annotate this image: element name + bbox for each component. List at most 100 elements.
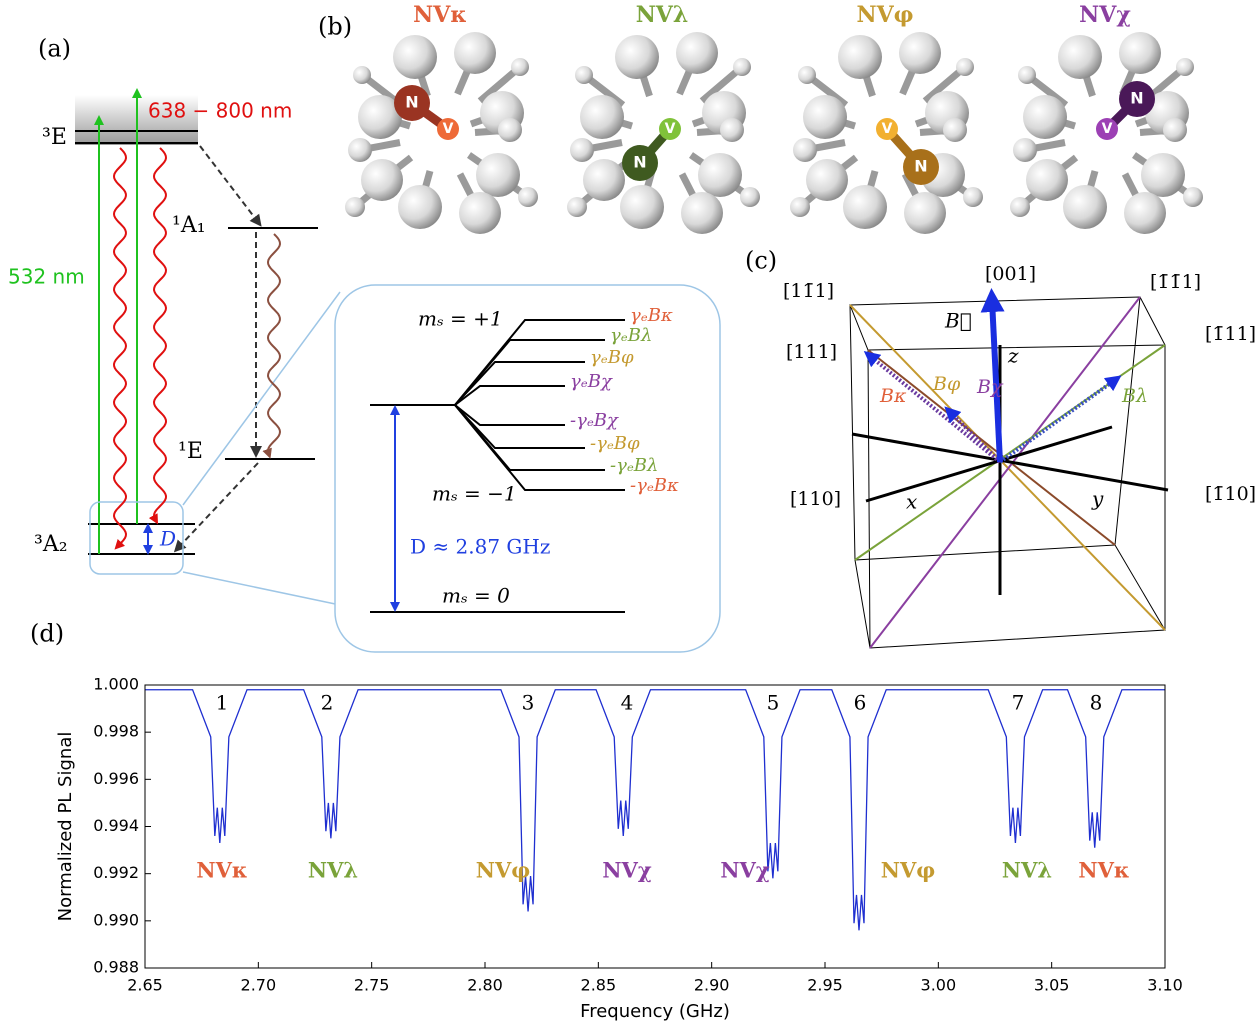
panel-label: (a) <box>38 35 71 63</box>
atom <box>345 197 365 217</box>
atom <box>353 66 371 84</box>
zeeman-label: γₑBφ <box>590 347 634 368</box>
decay-wave <box>268 234 280 454</box>
atom <box>698 153 742 197</box>
field-component: Bλ <box>1121 385 1148 407</box>
zeeman-label: -γₑBκ <box>630 475 679 496</box>
splitting-label: D <box>159 527 176 551</box>
y-tick-label: 0.994 <box>93 816 139 835</box>
atom <box>676 32 718 74</box>
atom <box>1119 32 1161 74</box>
atom <box>580 95 624 139</box>
direction-label: [1̄11] <box>1205 323 1256 345</box>
atom-mark: V <box>882 121 893 137</box>
peak-label: 2 <box>321 691 334 715</box>
atom-mark: N <box>1130 89 1143 108</box>
atom <box>459 192 501 234</box>
x-tick-label: 3.05 <box>1034 976 1070 995</box>
x-tick-label: 2.85 <box>581 976 617 995</box>
field-component: Bφ <box>932 373 961 395</box>
level-label: ¹E <box>178 439 203 464</box>
x-tick-label: 2.70 <box>241 976 277 995</box>
atom <box>806 159 848 201</box>
atom <box>956 58 974 76</box>
figure: (a)³E¹A₁¹E³A₂532 nm638 − 800 nmDγₑBκγₑBλ… <box>0 0 1260 1030</box>
plot-frame <box>145 685 1165 968</box>
atom <box>733 58 751 76</box>
emission-label: 638 − 800 nm <box>148 99 292 123</box>
level-label: ³A₂ <box>34 532 68 557</box>
atom <box>803 95 847 139</box>
x-axis-label: Frequency (GHz) <box>580 1001 730 1022</box>
axis-label: x <box>906 490 917 514</box>
dip-label: NVλ <box>308 858 358 883</box>
decay-wave <box>114 148 126 546</box>
isc-arrow <box>178 463 258 548</box>
atom <box>511 58 529 76</box>
peak-label: 7 <box>1012 691 1025 715</box>
atom <box>963 187 983 207</box>
atom <box>393 35 437 79</box>
atom-mark: V <box>1102 121 1113 137</box>
field-arrow <box>870 356 1000 462</box>
atom <box>567 197 587 217</box>
ms-label: mₛ = −1 <box>432 482 517 506</box>
y-tick-label: 0.988 <box>93 958 139 977</box>
axis-label: z <box>1007 344 1019 368</box>
atom-mark: N <box>914 157 927 176</box>
peak-label: 6 <box>854 691 867 715</box>
dip-label: NVχ <box>720 858 769 883</box>
y-tick-label: 0.998 <box>93 722 139 741</box>
molecule-title: NVκ <box>413 2 467 28</box>
atom <box>1141 153 1185 197</box>
spectrum <box>145 690 1165 931</box>
y-tick-label: 1.000 <box>93 675 139 694</box>
atom <box>570 138 594 162</box>
atom <box>720 118 744 142</box>
atom <box>904 192 946 234</box>
direction-label: [111] <box>786 341 837 363</box>
atom-mark: V <box>443 121 454 137</box>
x-tick-label: 2.65 <box>127 976 163 995</box>
atom <box>681 192 723 234</box>
dip-label: NVκ <box>1078 858 1129 883</box>
field-arrow <box>1000 380 1115 462</box>
panel-label: (d) <box>30 620 64 648</box>
peak-label: 1 <box>216 691 229 715</box>
atom <box>498 118 522 142</box>
dip-label: NVλ <box>1002 858 1052 883</box>
atom <box>583 159 625 201</box>
atom <box>1124 192 1166 234</box>
y-axis <box>852 434 1168 490</box>
atom <box>348 138 372 162</box>
peak-label: 4 <box>621 691 634 715</box>
panel-label: (b) <box>318 13 352 41</box>
direction-label: [110] <box>790 488 841 510</box>
y-tick-label: 0.990 <box>93 910 139 929</box>
molecule-title: NVχ <box>1079 2 1131 28</box>
atom <box>1010 197 1030 217</box>
atom <box>518 187 538 207</box>
atom <box>1163 118 1187 142</box>
atom <box>454 32 496 74</box>
atom <box>838 35 882 79</box>
peak-label: 8 <box>1090 691 1103 715</box>
direction-label: [001] <box>985 263 1036 285</box>
direction-label: [11̄1] <box>783 280 834 302</box>
zeeman-label: -γₑBχ <box>570 410 619 431</box>
x-tick-label: 3.00 <box>921 976 957 995</box>
atom <box>361 159 403 201</box>
y-tick-label: 0.996 <box>93 769 139 788</box>
dip-label: NVκ <box>196 858 247 883</box>
zeeman-label: γₑBλ <box>610 325 652 346</box>
axis-label: y <box>1091 487 1104 511</box>
zeeman-label: -γₑBλ <box>610 455 658 476</box>
atom <box>798 66 816 84</box>
atom <box>740 187 760 207</box>
dip-label: NVφ <box>476 858 531 883</box>
direction-label: [1̄1̄1] <box>1150 271 1201 293</box>
level-label: ³E <box>42 125 67 150</box>
zeeman-label: γₑBκ <box>630 305 673 326</box>
zeeman-label: -γₑBφ <box>590 433 640 454</box>
atom <box>1013 138 1037 162</box>
